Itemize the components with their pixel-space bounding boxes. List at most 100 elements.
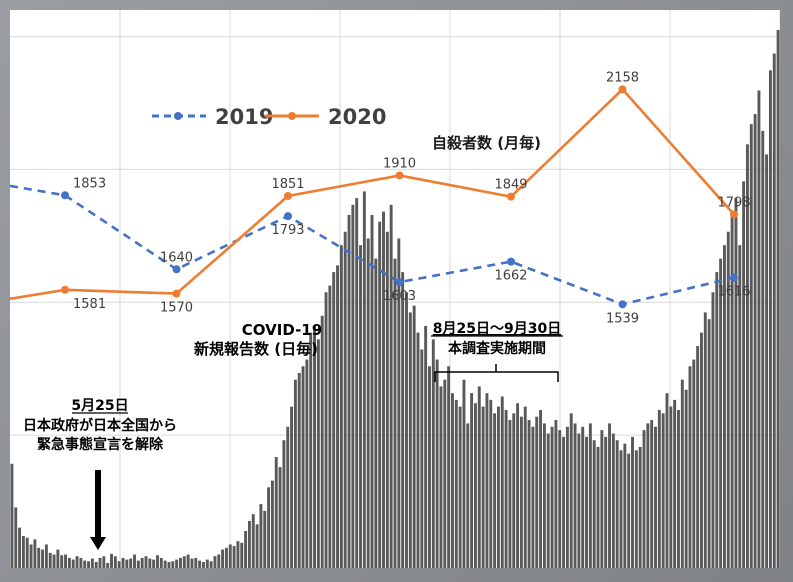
legend-2020-marker (288, 112, 296, 120)
daily-bar (37, 547, 41, 568)
plot-area: 1853 1640 1793 1603 1662 1539 1616 1581 1570 1851… (10, 10, 780, 568)
daily-bar (722, 245, 726, 568)
daily-bar (772, 53, 776, 568)
daily-bar (424, 325, 428, 568)
daily-bar (569, 413, 573, 568)
daily-bar (167, 561, 171, 568)
daily-bar (382, 211, 385, 568)
period-label: 本調査実施期間 (448, 340, 546, 357)
daily-bar (477, 386, 481, 568)
label-2019: 1640 (160, 250, 193, 265)
daily-bar (25, 537, 29, 568)
point-2019 (172, 265, 181, 274)
legend: 2019 2020 (152, 105, 386, 129)
daily-bar (619, 450, 623, 568)
daily-bar (213, 556, 217, 568)
daily-bar (186, 554, 190, 568)
daily-bar (244, 531, 248, 568)
daily-bar (688, 366, 692, 568)
daily-bar (493, 413, 497, 568)
daily-bar (44, 544, 48, 568)
daily-bar (573, 423, 577, 568)
series-line-2020 (10, 87, 735, 301)
daily-bar (542, 423, 546, 568)
daily-bar (255, 524, 259, 568)
daily-bar (412, 305, 416, 568)
label-2020: 1849 (494, 178, 527, 193)
daily-bar (209, 561, 213, 568)
daily-bar (385, 231, 389, 568)
daily-bar (90, 558, 94, 568)
point-2020 (507, 192, 515, 201)
daily-bar (565, 426, 569, 568)
daily-bar (700, 332, 703, 568)
point-2020 (730, 210, 738, 219)
daily-bar (224, 547, 228, 568)
daily-bar (539, 409, 543, 568)
daily-bar (481, 406, 485, 568)
daily-bar (247, 520, 251, 568)
legend-2019-label: 2019 (215, 105, 273, 129)
daily-bar (738, 245, 742, 568)
daily-bar (293, 379, 297, 568)
daily-bar (734, 198, 738, 568)
daily-bar (267, 487, 271, 568)
daily-bar (263, 510, 267, 568)
daily-bar (588, 423, 592, 568)
daily-bar (447, 366, 451, 568)
daily-bar (742, 181, 746, 568)
covid-title: COVID-19 (242, 321, 322, 339)
daily-bar (707, 319, 711, 568)
monthly-title: 自殺者数 (月毎) (432, 134, 541, 152)
daily-bar (581, 426, 585, 568)
point-2019 (284, 212, 292, 221)
daily-bar (753, 114, 757, 568)
daily-bar (703, 312, 707, 568)
daily-bar (504, 409, 508, 568)
daily-bar (726, 231, 730, 568)
daily-bar (286, 426, 290, 568)
point-2020 (61, 285, 69, 294)
daily-bar (18, 527, 22, 568)
point-2019 (507, 257, 515, 266)
may-arrow (90, 470, 106, 550)
covid-subtitle: 新規報告数 (日毎) (194, 340, 318, 358)
point-2020 (284, 191, 292, 200)
label-2020: 1851 (271, 177, 304, 192)
may-label-2: 緊急事態宣言を解除 (37, 436, 164, 453)
daily-bar (336, 265, 339, 568)
daily-bar (634, 450, 638, 568)
daily-bar (405, 292, 408, 568)
daily-bar (592, 440, 596, 568)
daily-bar (600, 430, 604, 568)
daily-bar (485, 393, 489, 568)
daily-bar (408, 312, 412, 568)
daily-bar (393, 258, 397, 568)
daily-bar (282, 440, 286, 568)
daily-bar (67, 557, 71, 568)
daily-bar (654, 426, 657, 568)
daily-bar (431, 339, 435, 568)
daily-bar (451, 393, 454, 568)
daily-bar (554, 420, 558, 568)
daily-bar (631, 436, 634, 568)
daily-bar (29, 544, 33, 568)
daily-bar (669, 406, 673, 568)
daily-bar (129, 558, 133, 568)
daily-bar (320, 315, 324, 568)
daily-bar (259, 504, 263, 568)
daily-bar (673, 399, 677, 568)
daily-bar (87, 561, 90, 568)
may-title: 5月25日 (71, 398, 128, 414)
daily-bar (339, 245, 343, 568)
daily-bar (638, 446, 642, 568)
daily-bar (473, 403, 477, 568)
daily-bar (75, 556, 79, 568)
daily-bar (274, 457, 278, 568)
daily-bar (496, 406, 500, 568)
daily-bar (98, 557, 102, 568)
period-title: 8月25日〜9月30日 (433, 321, 561, 337)
daily-bar (749, 124, 753, 568)
daily-bar (562, 436, 566, 568)
daily-bar (730, 214, 734, 568)
